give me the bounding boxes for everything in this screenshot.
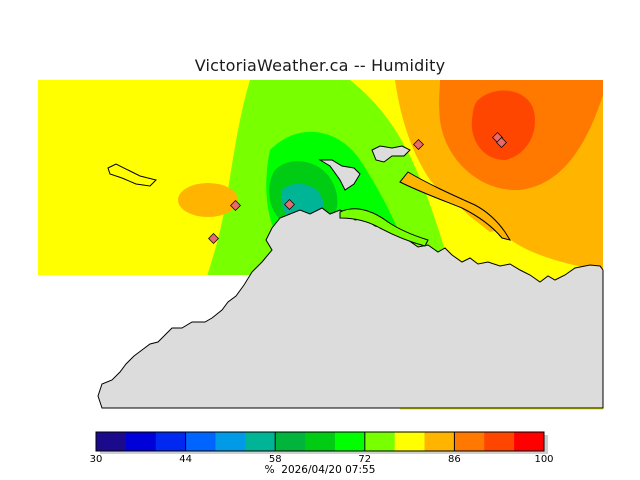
land-mass <box>97 207 604 409</box>
spit-harbour <box>318 159 361 191</box>
legend-swatch <box>334 432 366 451</box>
legend-swatch <box>305 432 336 451</box>
station-marker[interactable] <box>284 199 295 210</box>
legend-swatch <box>245 432 276 451</box>
legend-tick-label: 30 <box>90 454 103 465</box>
legend-tick-label: 44 <box>179 454 192 465</box>
station-markers <box>208 132 507 244</box>
legend-swatch <box>185 432 216 451</box>
station-marker[interactable] <box>496 137 507 148</box>
legend-unit: % <box>264 464 275 476</box>
legend-swatch <box>275 432 306 451</box>
legend-tick-label: 100 <box>534 454 553 465</box>
harbour-channel <box>339 208 429 247</box>
legend-swatch <box>454 432 485 451</box>
color-legend: 30 44 58 72 86 100 <box>90 431 554 465</box>
contour-band-left-79-86 <box>178 183 238 217</box>
legend-swatch <box>484 432 515 451</box>
station-marker[interactable] <box>413 139 424 150</box>
station-marker[interactable] <box>230 200 241 211</box>
contour-band-93-97 <box>471 90 535 160</box>
island-west <box>107 163 157 187</box>
inlet-channel <box>399 171 512 241</box>
legend-tick-label: 72 <box>358 454 371 465</box>
legend-swatch <box>96 432 127 451</box>
legend-tick-label: 58 <box>269 454 282 465</box>
legend-swatch <box>424 432 455 451</box>
legend-swatch <box>394 432 426 451</box>
legend-swatch <box>215 432 246 451</box>
legend-timestamp: 2026/04/20 07:55 <box>281 464 376 476</box>
legend-swatch <box>125 432 157 451</box>
island-north <box>371 145 411 163</box>
legend-swatch <box>364 432 396 451</box>
legend-swatch <box>514 432 545 451</box>
station-marker[interactable] <box>208 233 219 244</box>
legend-tick-label: 86 <box>448 454 461 465</box>
legend-swatch <box>155 432 187 451</box>
legend-caption: % 2026/04/20 07:55 <box>0 464 640 476</box>
map-title: VictoriaWeather.ca -- Humidity <box>194 56 446 75</box>
